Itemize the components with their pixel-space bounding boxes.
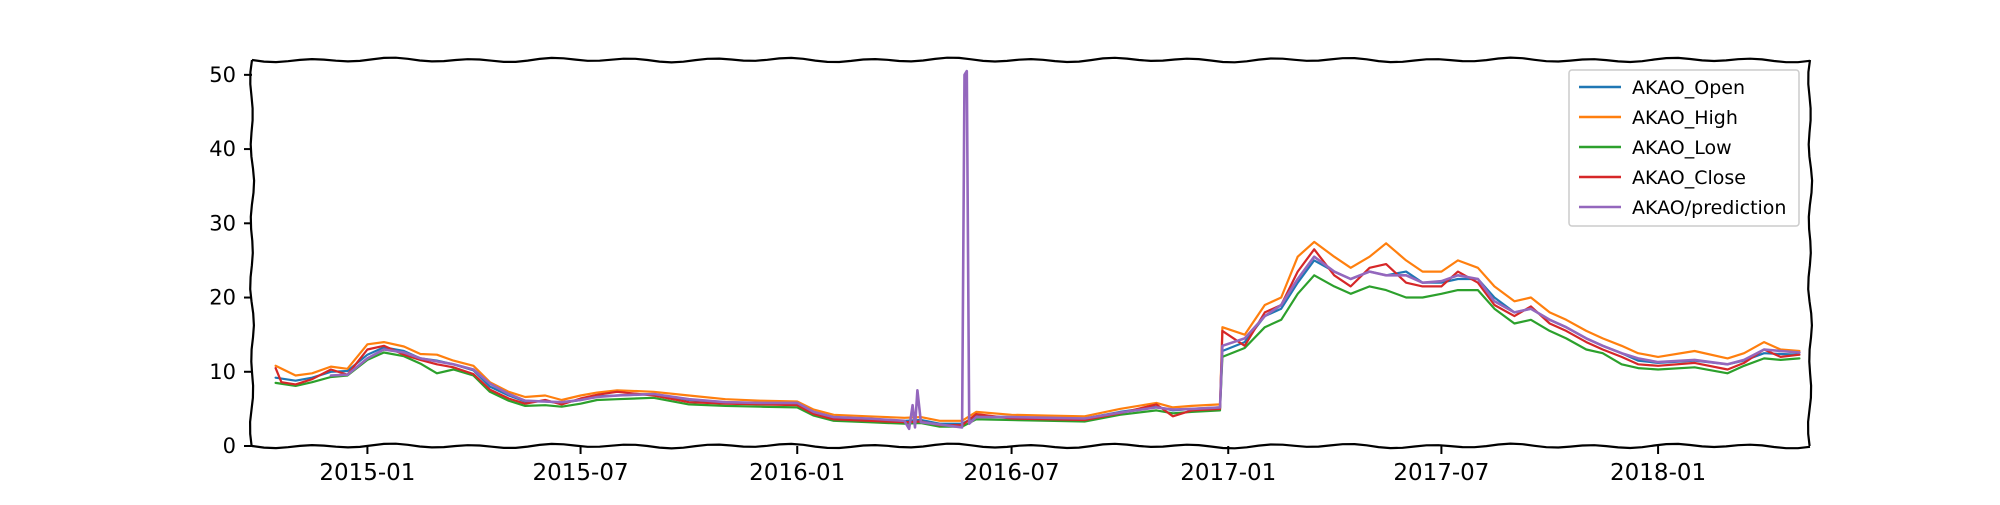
frame-bottom-edge [251, 442, 1811, 450]
x-tick-label: 2017-01 [1180, 460, 1276, 486]
series-line-akao-high [274, 240, 1801, 422]
plot-frame [248, 56, 1814, 450]
frame-top-edge [251, 56, 1811, 64]
legend-box [1568, 69, 1800, 227]
x-tick-label: 2016-07 [964, 460, 1060, 486]
x-axis-ticks: 2015-01 2015-07 2016-01 2016-07 2017-01 2017-… [319, 446, 1706, 486]
y-tick-label: 30 [209, 211, 236, 235]
series-line-akao-low [274, 274, 1801, 428]
y-tick-label: 20 [209, 286, 236, 310]
frame-left-edge [248, 59, 256, 447]
y-tick-label: 40 [209, 137, 236, 161]
x-tick-label: 2015-07 [533, 460, 629, 486]
frame-right-edge [1806, 59, 1814, 447]
legend-label: AKAO_Close [1632, 167, 1746, 189]
legend-label: AKAO_Low [1632, 137, 1732, 159]
legend-label: AKAO_High [1632, 107, 1738, 129]
x-tick-label: 2016-01 [749, 460, 845, 486]
series-line-akao-close [274, 248, 1801, 427]
x-tick-label: 2015-01 [319, 460, 415, 486]
legend-label: AKAO/prediction [1632, 197, 1786, 219]
x-tick-label: 2018-01 [1610, 460, 1706, 486]
y-tick-label: 50 [209, 63, 236, 87]
legend: AKAO_Open AKAO_High AKAO_Low AKAO_Close AKAO… [1568, 69, 1800, 227]
series-line-akao-prediction [329, 69, 1801, 431]
legend-label: AKAO_Open [1632, 77, 1745, 99]
series-layer [274, 69, 1801, 431]
y-axis-ticks: 0 10 20 30 40 50 [209, 63, 252, 458]
x-tick-label: 2017-07 [1393, 460, 1489, 486]
y-tick-label: 0 [223, 434, 236, 458]
y-tick-label: 10 [209, 360, 236, 384]
